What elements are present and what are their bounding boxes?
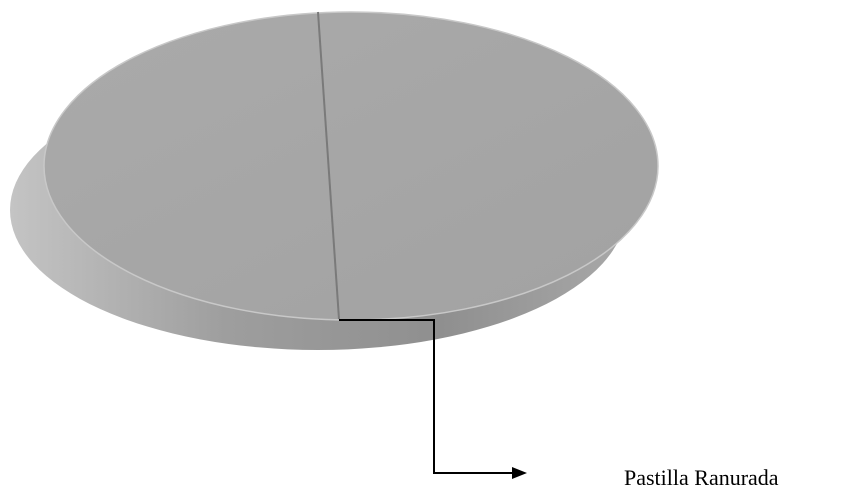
callout-label: Pastilla Ranurada: [624, 465, 779, 490]
score-line: [317, 11, 340, 320]
leader-line: [339, 319, 512, 474]
arrow-head-icon: [512, 467, 527, 479]
tablet-top-face: [43, 11, 659, 321]
